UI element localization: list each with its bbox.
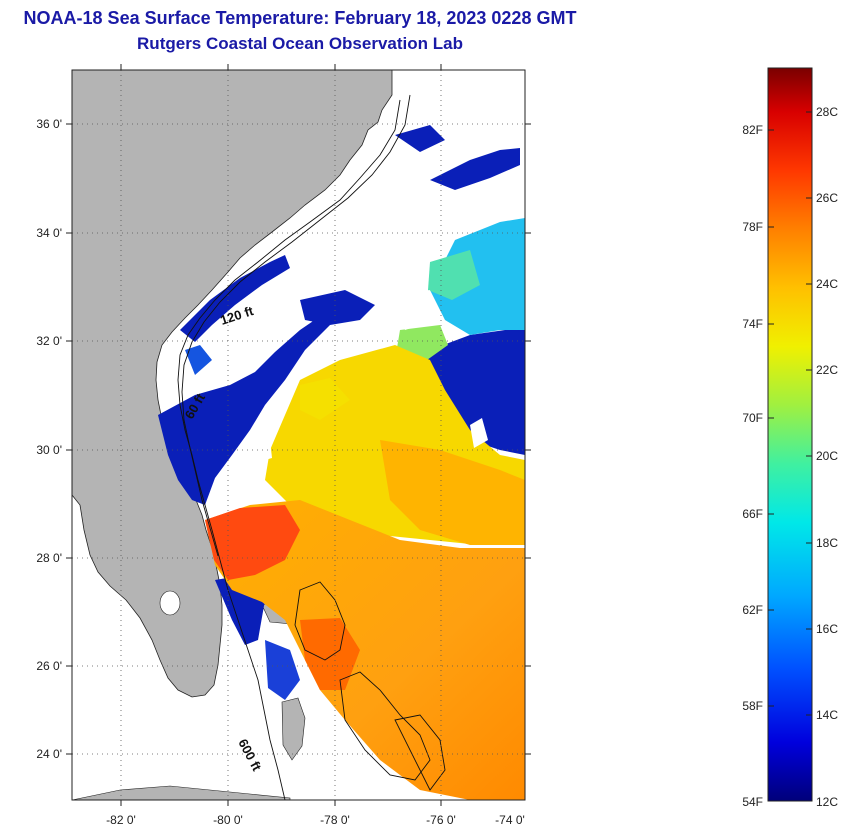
cool-water-patches xyxy=(395,218,525,365)
longitude-labels: -82 0' -80 0' -78 0' -76 0' -74 0' xyxy=(106,813,525,827)
lon-label: -82 0' xyxy=(106,813,136,827)
lat-label: 28 0' xyxy=(36,551,62,565)
map-subtitle: Rutgers Coastal Ocean Observation Lab xyxy=(137,34,463,53)
fahrenheit-label: 82F xyxy=(742,123,763,137)
celsius-scale: 28C 26C 24C 22C 20C 18C 16C 14C 12C xyxy=(816,105,838,809)
fahrenheit-ticks xyxy=(768,129,774,707)
celsius-label: 20C xyxy=(816,449,838,463)
latitude-labels: 36 0' 34 0' 32 0' 30 0' 28 0' 26 0' 24 0… xyxy=(36,117,62,761)
temperature-colorbar xyxy=(767,67,813,802)
fahrenheit-label: 74F xyxy=(742,317,763,331)
fahrenheit-label: 62F xyxy=(742,603,763,617)
celsius-label: 12C xyxy=(816,795,838,809)
celsius-label: 18C xyxy=(816,536,838,550)
celsius-label: 22C xyxy=(816,363,838,377)
fahrenheit-scale: 82F 78F 74F 70F 66F 62F 58F 54F xyxy=(742,123,763,809)
lat-label: 34 0' xyxy=(36,226,62,240)
axis-ticks xyxy=(66,64,531,806)
cuba-coast xyxy=(72,785,291,800)
map-panel: 120 ft 60 ft 600 ft xyxy=(72,70,525,800)
cloud-gaps xyxy=(255,290,488,462)
fahrenheit-label: 70F xyxy=(742,411,763,425)
lat-label: 26 0' xyxy=(36,659,62,673)
lon-label: -78 0' xyxy=(320,813,350,827)
fahrenheit-label: 54F xyxy=(742,795,763,809)
celsius-label: 26C xyxy=(816,191,838,205)
map-frame xyxy=(71,69,526,801)
lon-label: -74 0' xyxy=(495,813,525,827)
warm-water-region xyxy=(205,345,525,800)
lat-label: 24 0' xyxy=(36,747,62,761)
celsius-ticks xyxy=(806,111,812,716)
fahrenheit-label: 66F xyxy=(742,507,763,521)
celsius-label: 24C xyxy=(816,277,838,291)
lon-label: -76 0' xyxy=(426,813,456,827)
celsius-label: 16C xyxy=(816,622,838,636)
lat-label: 30 0' xyxy=(36,443,62,457)
graticule xyxy=(72,70,525,800)
lat-label: 36 0' xyxy=(36,117,62,131)
celsius-label: 28C xyxy=(816,105,838,119)
bathymetry-contours xyxy=(177,94,446,800)
lon-label: -80 0' xyxy=(213,813,243,827)
fahrenheit-label: 58F xyxy=(742,699,763,713)
lat-label: 32 0' xyxy=(36,334,62,348)
celsius-label: 14C xyxy=(816,708,838,722)
andros-island xyxy=(281,697,306,761)
map-title: NOAA-18 Sea Surface Temperature: Februar… xyxy=(23,8,577,28)
lake-okeechobee xyxy=(159,590,181,616)
fahrenheit-label: 78F xyxy=(742,220,763,234)
